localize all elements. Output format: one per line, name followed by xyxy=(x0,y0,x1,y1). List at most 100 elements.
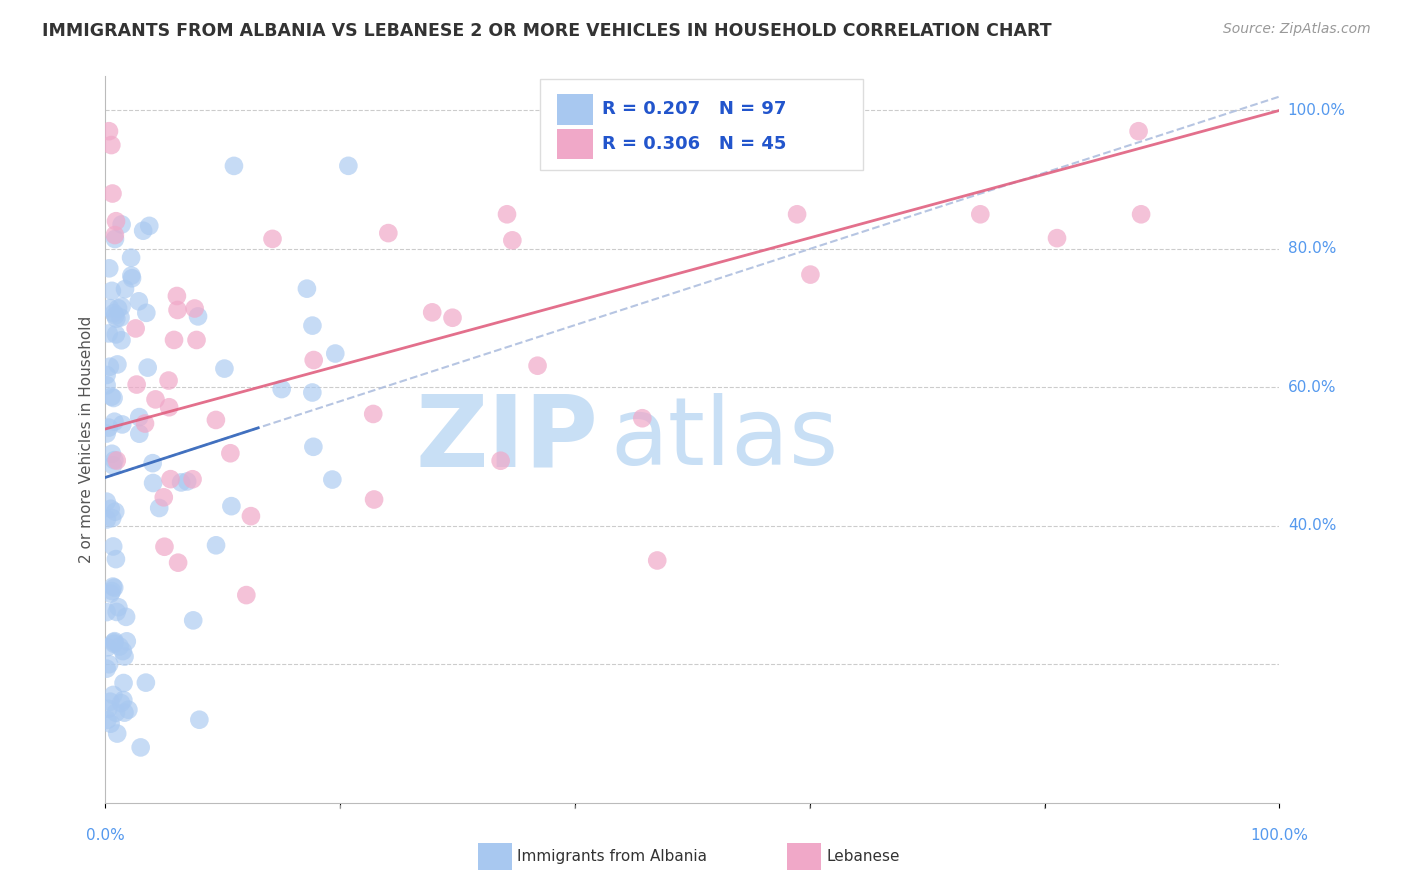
Point xyxy=(420,305,443,319)
Point xyxy=(100,138,122,153)
Point xyxy=(96,605,118,619)
Point xyxy=(107,600,129,615)
Point xyxy=(496,207,519,221)
Point xyxy=(110,696,132,710)
Point xyxy=(128,426,150,441)
Point xyxy=(132,224,155,238)
Point xyxy=(96,494,118,508)
Point xyxy=(321,473,343,487)
Point xyxy=(114,706,136,720)
Text: Lebanese: Lebanese xyxy=(827,849,900,863)
Point xyxy=(142,456,165,470)
Point xyxy=(301,385,323,400)
Point xyxy=(98,657,121,672)
Text: 0.0%: 0.0% xyxy=(86,828,125,843)
Point xyxy=(1130,207,1153,221)
Point xyxy=(645,553,668,567)
Point xyxy=(101,458,124,473)
Text: R = 0.306   N = 45: R = 0.306 N = 45 xyxy=(602,136,786,153)
Point xyxy=(377,226,399,240)
Point xyxy=(96,713,118,727)
Point xyxy=(302,440,325,454)
Point xyxy=(166,303,188,318)
Point xyxy=(166,289,188,303)
Point xyxy=(100,716,122,731)
Point xyxy=(187,310,209,324)
Point xyxy=(129,740,152,755)
Text: 60.0%: 60.0% xyxy=(1288,380,1336,395)
Point xyxy=(1046,231,1069,245)
Point xyxy=(135,675,157,690)
Point xyxy=(101,284,124,298)
Point xyxy=(100,586,122,600)
Point xyxy=(117,703,139,717)
Point xyxy=(104,232,127,246)
Point xyxy=(219,446,242,460)
Point xyxy=(134,417,156,431)
Point xyxy=(205,538,228,552)
Point xyxy=(101,540,124,554)
Point xyxy=(114,649,136,664)
Point xyxy=(111,644,134,658)
Point xyxy=(159,472,181,486)
Point xyxy=(295,282,318,296)
Point xyxy=(221,499,243,513)
Point xyxy=(301,318,323,333)
Point xyxy=(97,326,120,341)
Point xyxy=(152,491,174,505)
Point xyxy=(104,505,127,519)
Point xyxy=(103,688,125,702)
Point xyxy=(101,580,124,594)
Point xyxy=(167,556,190,570)
Point xyxy=(101,186,124,201)
Point xyxy=(441,310,464,325)
Point xyxy=(98,124,121,138)
Text: 80.0%: 80.0% xyxy=(1288,242,1336,256)
Point xyxy=(103,453,125,467)
Point xyxy=(107,301,129,316)
Point xyxy=(135,306,157,320)
Point xyxy=(631,411,654,425)
Point xyxy=(115,634,138,648)
Point xyxy=(262,232,284,246)
Point xyxy=(98,695,121,709)
Y-axis label: 2 or more Vehicles in Household: 2 or more Vehicles in Household xyxy=(79,316,94,563)
Point xyxy=(361,407,384,421)
Point xyxy=(100,501,122,516)
Point xyxy=(112,676,135,690)
Point xyxy=(214,361,236,376)
Point xyxy=(526,359,548,373)
Point xyxy=(104,706,127,720)
Point xyxy=(98,359,121,374)
Point xyxy=(97,702,120,716)
Point xyxy=(138,219,160,233)
Point xyxy=(363,492,385,507)
Point xyxy=(101,584,124,599)
Point xyxy=(786,207,808,221)
Point xyxy=(163,333,186,347)
Point xyxy=(104,228,127,243)
Point xyxy=(105,453,128,467)
Text: Immigrants from Albania: Immigrants from Albania xyxy=(517,849,707,863)
Point xyxy=(104,634,127,648)
Point xyxy=(103,391,125,405)
Point xyxy=(302,353,325,368)
Point xyxy=(111,417,134,432)
Point xyxy=(501,233,523,247)
Point xyxy=(96,640,118,655)
Point xyxy=(96,378,118,392)
Point xyxy=(128,294,150,309)
Point xyxy=(110,333,132,347)
Point xyxy=(120,268,142,283)
Point xyxy=(108,640,131,654)
Point xyxy=(1128,124,1150,138)
Text: 100.0%: 100.0% xyxy=(1250,828,1309,843)
Text: R = 0.207   N = 97: R = 0.207 N = 97 xyxy=(602,100,786,119)
Point xyxy=(148,501,170,516)
Text: Source: ZipAtlas.com: Source: ZipAtlas.com xyxy=(1223,22,1371,37)
Text: 40.0%: 40.0% xyxy=(1288,518,1336,533)
Point xyxy=(120,251,142,265)
Point xyxy=(799,268,821,282)
Point xyxy=(105,605,128,619)
Point xyxy=(128,410,150,425)
